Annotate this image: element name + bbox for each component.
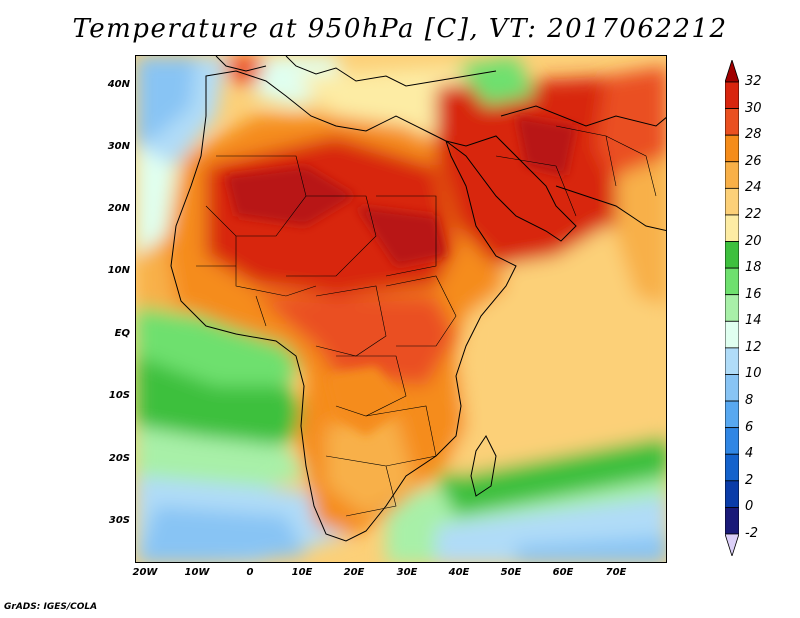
lon-label-60e: 60E <box>552 567 574 578</box>
colorbar-box <box>725 267 739 296</box>
colorbar-label: 12 <box>745 339 762 355</box>
lon-label-30e: 30E <box>396 567 418 578</box>
colorbar-label: 26 <box>745 153 762 169</box>
lat-label-20n: 20N <box>107 203 130 214</box>
colorbar-label: 30 <box>745 100 762 116</box>
colorbar-box <box>725 400 739 429</box>
lon-label-10w: 10W <box>184 567 210 578</box>
colorbar-label: 18 <box>745 260 762 276</box>
colorbar-top-arrow <box>725 60 739 83</box>
lat-label-30n: 30N <box>107 141 130 152</box>
colorbar-box <box>725 161 739 189</box>
lat-label-eq: EQ <box>114 328 130 339</box>
lat-label-10n: 10N <box>107 265 130 276</box>
lon-label-20w: 20W <box>132 567 158 578</box>
colorbar-label: 10 <box>745 366 762 382</box>
colorbar-label: 32 <box>745 74 762 89</box>
colorbar-label: 6 <box>745 419 754 435</box>
colorbar-label: 2 <box>745 472 754 488</box>
colorbar-box <box>725 214 739 242</box>
temperature-field-detail <box>226 116 576 436</box>
lat-label-30s: 30S <box>108 515 130 526</box>
lon-label-0: 0 <box>246 567 254 578</box>
lon-label-20e: 20E <box>343 567 365 578</box>
country-borders <box>196 125 657 517</box>
colorbar-label: 28 <box>745 127 762 143</box>
colorbar-label: 8 <box>745 393 754 409</box>
lon-label-50e: 50E <box>500 567 522 578</box>
lat-label-40n: 40N <box>107 79 130 90</box>
colorbar-box <box>725 374 739 402</box>
colorbar-box <box>725 320 739 349</box>
lon-label-10e: 10E <box>291 567 313 578</box>
temperature-map <box>135 55 667 563</box>
colorbar-box <box>725 134 739 163</box>
colorbar-box <box>725 427 739 455</box>
colorbar-label: -2 <box>745 526 758 541</box>
colorbar-box <box>725 108 739 136</box>
colorbar-label: 4 <box>745 446 754 462</box>
colorbar-boxes <box>725 60 739 556</box>
lat-label-20s: 20S <box>108 453 130 464</box>
colorbar <box>725 60 739 556</box>
colorbar-box <box>725 81 739 109</box>
colorbar-label: 14 <box>745 313 762 329</box>
plot-title: Temperature at 950hPa [C], VT: 201706221… <box>72 14 728 44</box>
lat-label-10s: 10S <box>108 390 130 401</box>
colorbar-box <box>725 187 739 216</box>
colorbar-box <box>725 453 739 482</box>
colorbar-label: 16 <box>745 286 762 302</box>
colorbar-label: 24 <box>745 180 762 196</box>
colorbar-box <box>725 294 739 322</box>
lon-label-70e: 70E <box>605 567 627 578</box>
lon-label-40e: 40E <box>448 567 470 578</box>
colorbar-box <box>725 507 739 535</box>
colorbar-label: 0 <box>745 499 754 515</box>
colorbar-label: 20 <box>745 233 762 249</box>
coastlines <box>170 56 666 542</box>
colorbar-bottom-arrow <box>725 533 739 556</box>
colorbar-box <box>725 347 739 375</box>
map-canvas <box>136 56 666 562</box>
colorbar-label: 22 <box>745 206 762 222</box>
grads-credit: GrADS: IGES/COLA <box>4 602 98 612</box>
colorbar-box <box>725 480 739 508</box>
colorbar-box <box>725 241 739 269</box>
